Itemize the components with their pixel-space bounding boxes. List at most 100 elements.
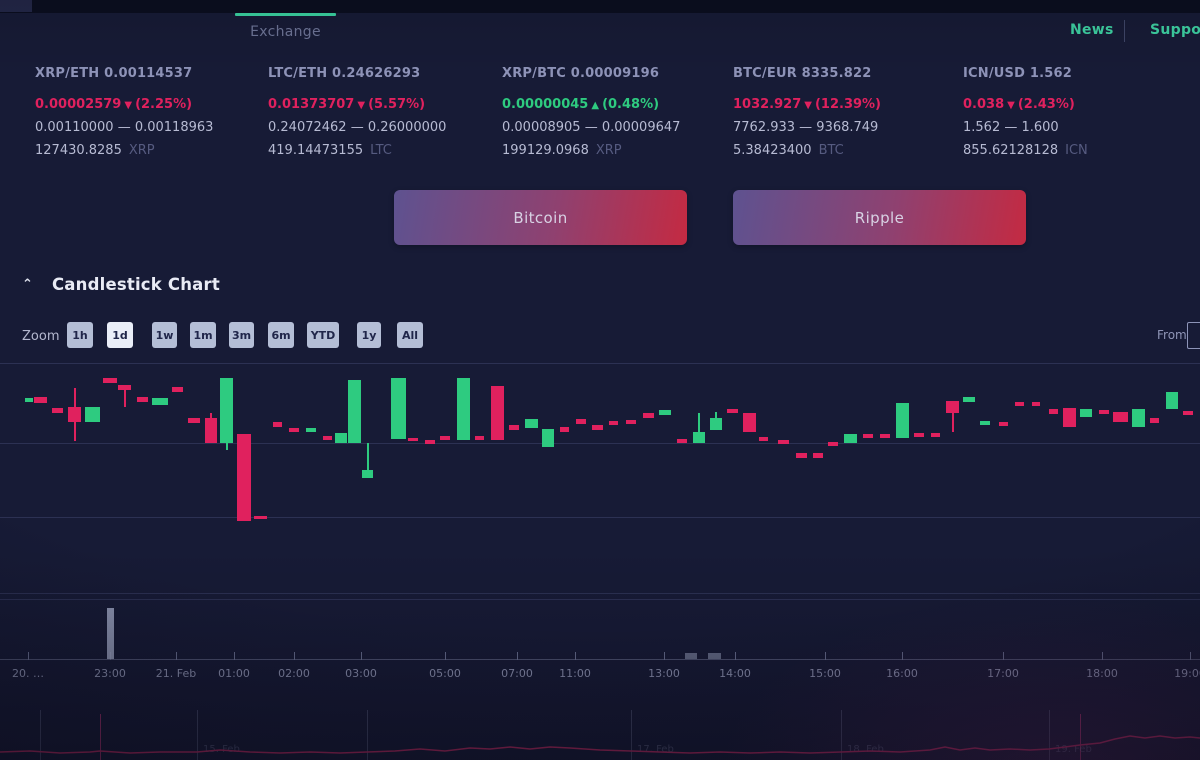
bitcoin-button[interactable]: Bitcoin xyxy=(394,190,687,245)
change-percent: (0.48%) xyxy=(602,97,660,112)
nav-link-news[interactable]: News xyxy=(1070,22,1114,38)
range-button-1y[interactable]: 1y xyxy=(357,322,381,348)
nav-separator xyxy=(1124,20,1125,42)
candle-body xyxy=(335,433,347,443)
change-value: 1032.927 xyxy=(733,97,802,112)
navigator-date-label: 19. Feb xyxy=(1055,744,1092,755)
candle-body xyxy=(896,403,909,438)
candle-body xyxy=(68,407,81,422)
ticker-card[interactable]: LTC/ETH 0.24626293 0.01373707 ▼ (5.57%) 0.24… xyxy=(268,64,496,164)
navigator-gridline xyxy=(367,710,368,760)
chart-navigator[interactable]: 15. Feb 17. Feb 18. Feb 19. Feb xyxy=(0,700,1200,760)
tab-exchange[interactable]: Exchange xyxy=(250,24,321,40)
ticker-change: 0.00002579 ▼ (2.25%) xyxy=(35,97,192,112)
chart-section-title: Candlestick Chart xyxy=(52,275,220,294)
candle-body xyxy=(237,434,251,521)
candle-body xyxy=(844,434,857,443)
range-button-6m[interactable]: 6m xyxy=(268,322,294,348)
ticker-unit: XRP xyxy=(595,143,622,158)
candle-body xyxy=(659,410,671,415)
ticker-unit: ICN xyxy=(1065,143,1088,158)
navigator-gridline xyxy=(841,710,842,760)
arrow-up-icon: ▲ xyxy=(591,100,600,111)
candle-body xyxy=(457,378,470,440)
candle-body xyxy=(796,453,807,458)
chart-gridline xyxy=(0,517,1200,518)
ticker-card[interactable]: BTC/EUR 8335.822 1032.927 ▼ (12.39%) 7762.93… xyxy=(733,64,961,164)
x-axis-tick xyxy=(902,652,903,660)
candle-body xyxy=(1099,410,1109,414)
ticker-card[interactable]: ICN/USD 1.562 0.038 ▼ (2.43%) 1.562 — 1.600 8… xyxy=(963,64,1191,164)
change-percent: (2.43%) xyxy=(1017,97,1075,112)
range-button-ytd[interactable]: YTD xyxy=(307,322,339,348)
range-button-3m[interactable]: 3m xyxy=(229,322,254,348)
candle-body xyxy=(85,407,100,422)
ticker-pair-price: XRP/ETH 0.00114537 xyxy=(35,66,193,81)
ticker-volume: 127430.8285 XRP xyxy=(35,143,155,158)
from-label: From xyxy=(1157,328,1187,342)
candle-body xyxy=(1032,402,1040,406)
nav-link-support[interactable]: Support xyxy=(1150,22,1200,38)
candle-body xyxy=(289,428,299,432)
navigator-date-label: 18. Feb xyxy=(847,744,884,755)
candle-body xyxy=(643,413,654,418)
change-value: 0.00002579 xyxy=(35,97,122,112)
volume-bar xyxy=(107,608,114,659)
x-axis-label: 14:00 xyxy=(719,667,751,680)
candle-body xyxy=(152,398,168,405)
x-axis-tick xyxy=(664,652,665,660)
candle-body xyxy=(626,420,636,424)
x-axis-tick xyxy=(445,652,446,660)
x-axis-label: 13:00 xyxy=(648,667,680,680)
candle-body xyxy=(863,434,873,438)
candle-body xyxy=(306,428,316,432)
x-axis-tick xyxy=(1102,652,1103,660)
range-button-all[interactable]: All xyxy=(397,322,423,348)
x-axis-label: 20. … xyxy=(12,667,44,680)
window-chrome-artifact xyxy=(0,0,32,12)
chart-x-axis-line xyxy=(0,659,1200,660)
arrow-down-icon: ▼ xyxy=(357,100,366,111)
candle-body xyxy=(880,434,890,438)
candle-body xyxy=(348,380,361,443)
candlestick-plot-area[interactable] xyxy=(0,355,1200,660)
range-button-1m[interactable]: 1m xyxy=(190,322,216,348)
candle-body xyxy=(425,440,435,444)
candle-body xyxy=(323,436,332,440)
candle-body xyxy=(103,378,117,383)
navigator-date-label: 17. Feb xyxy=(637,744,674,755)
navigator-plotline xyxy=(100,714,101,760)
range-button-1w[interactable]: 1w xyxy=(152,322,177,348)
ticker-range: 1.562 — 1.600 xyxy=(963,120,1059,135)
candle-body xyxy=(727,409,738,413)
candle-body xyxy=(1015,402,1024,406)
candle-body xyxy=(137,397,148,402)
arrow-down-icon: ▼ xyxy=(1007,100,1015,111)
candle-body xyxy=(1049,409,1058,414)
change-percent: (12.39%) xyxy=(814,97,881,112)
x-axis-label: 19:00 xyxy=(1174,667,1200,680)
candle-body xyxy=(980,421,990,425)
candle-body xyxy=(931,433,940,437)
x-axis-tick xyxy=(575,652,576,660)
collapse-chevron-up-icon[interactable]: ⌃ xyxy=(22,277,33,292)
x-axis-label: 17:00 xyxy=(987,667,1019,680)
x-axis-label: 16:00 xyxy=(886,667,918,680)
ticker-card[interactable]: XRP/ETH 0.00114537 0.00002579 ▼ (2.25%) 0.00… xyxy=(35,64,263,164)
candle-body xyxy=(491,386,504,440)
arrow-down-icon: ▼ xyxy=(124,100,133,111)
candle-body xyxy=(963,397,975,402)
candle-body xyxy=(391,378,406,439)
candle-body xyxy=(677,439,687,443)
range-button-1h[interactable]: 1h xyxy=(67,322,93,348)
ripple-button[interactable]: Ripple xyxy=(733,190,1026,245)
ticker-card[interactable]: XRP/BTC 0.00009196 0.00000045 ▲ (0.48%) 0.00… xyxy=(502,64,730,164)
candle-body xyxy=(946,401,959,413)
change-value: 0.038 xyxy=(963,97,1005,112)
change-percent: (2.25%) xyxy=(135,97,193,112)
change-percent: (5.57%) xyxy=(368,97,426,112)
candle-body xyxy=(813,453,823,458)
range-button-1d[interactable]: 1d xyxy=(107,322,133,348)
from-date-input[interactable] xyxy=(1187,322,1200,349)
